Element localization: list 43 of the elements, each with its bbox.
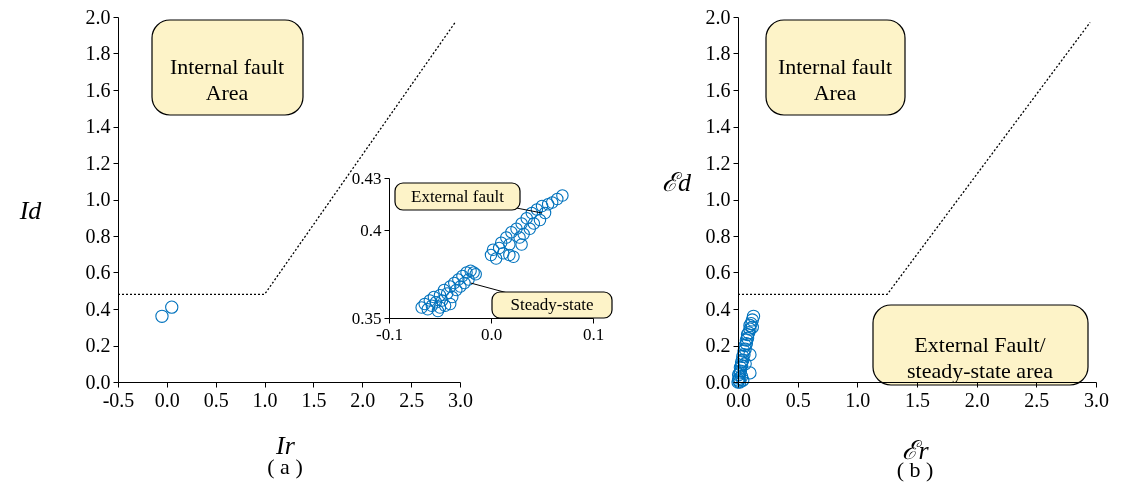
y-tick-label: 1.6: [705, 78, 731, 101]
y-tick-label: 0.4: [705, 297, 731, 320]
annotation: External Fault/ steady-state area: [907, 332, 1054, 383]
y-tick-label: 0.4: [85, 297, 111, 320]
annotation: Steady-state: [510, 295, 594, 314]
y-tick-label: 1.0: [705, 188, 731, 210]
y-tick-label: 1.6: [85, 78, 111, 101]
x-tick-label: 1.5: [905, 388, 930, 411]
y-tick-label: 0.4: [360, 221, 382, 240]
x-tick-label: 2.0: [964, 388, 990, 411]
y-tick-label: 1.8: [85, 42, 111, 64]
x-tick-label: 0.5: [203, 388, 229, 411]
annotation: Internal fault Area: [169, 54, 285, 105]
y-tick-label: 0.2: [85, 334, 111, 356]
y-tick-label: 0.8: [85, 224, 111, 247]
y-tick-label: 0.8: [705, 224, 731, 247]
y-axis-title: Id: [18, 195, 43, 225]
y-tick-label: 1.4: [705, 115, 731, 137]
y-tick-label: 0.2: [705, 334, 731, 356]
annotation: Internal fault Area: [777, 54, 893, 105]
y-tick-label: 0.43: [351, 168, 382, 188]
x-tick-label: 1.0: [845, 388, 871, 411]
x-tick-label: 1.0: [252, 388, 278, 411]
y-tick-label: 0.6: [705, 261, 731, 283]
x-tick-label: 0.5: [785, 388, 811, 411]
x-tick-label: 3.0: [1084, 388, 1109, 411]
y-tick-label: 1.2: [705, 151, 731, 174]
y-tick-label: 2.0: [85, 5, 111, 28]
y-tick-label: 1.4: [85, 115, 111, 137]
x-tick-label: 2.5: [399, 388, 425, 411]
annotation: External fault: [411, 186, 505, 206]
x-tick-label: 0.1: [582, 324, 605, 344]
y-axis-title: ℰd: [662, 167, 692, 197]
y-tick-label: 0.6: [85, 261, 111, 283]
y-tick-label: 1.2: [85, 151, 111, 174]
x-tick-label: 2.5: [1024, 388, 1050, 411]
x-tick-label: 3.0: [448, 388, 473, 411]
y-tick-label: 1.0: [85, 188, 111, 210]
x-tick-label: 0.0: [154, 388, 180, 411]
x-tick-label: 1.5: [301, 388, 327, 411]
x-tick-label: 0.0: [480, 324, 503, 344]
y-tick-label: 1.8: [705, 42, 731, 64]
y-tick-label: 2.0: [705, 5, 731, 28]
